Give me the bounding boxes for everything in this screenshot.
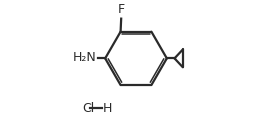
Text: Cl: Cl [82, 102, 94, 115]
Text: H: H [103, 102, 112, 115]
Text: F: F [118, 3, 125, 16]
Text: H₂N: H₂N [73, 51, 97, 64]
